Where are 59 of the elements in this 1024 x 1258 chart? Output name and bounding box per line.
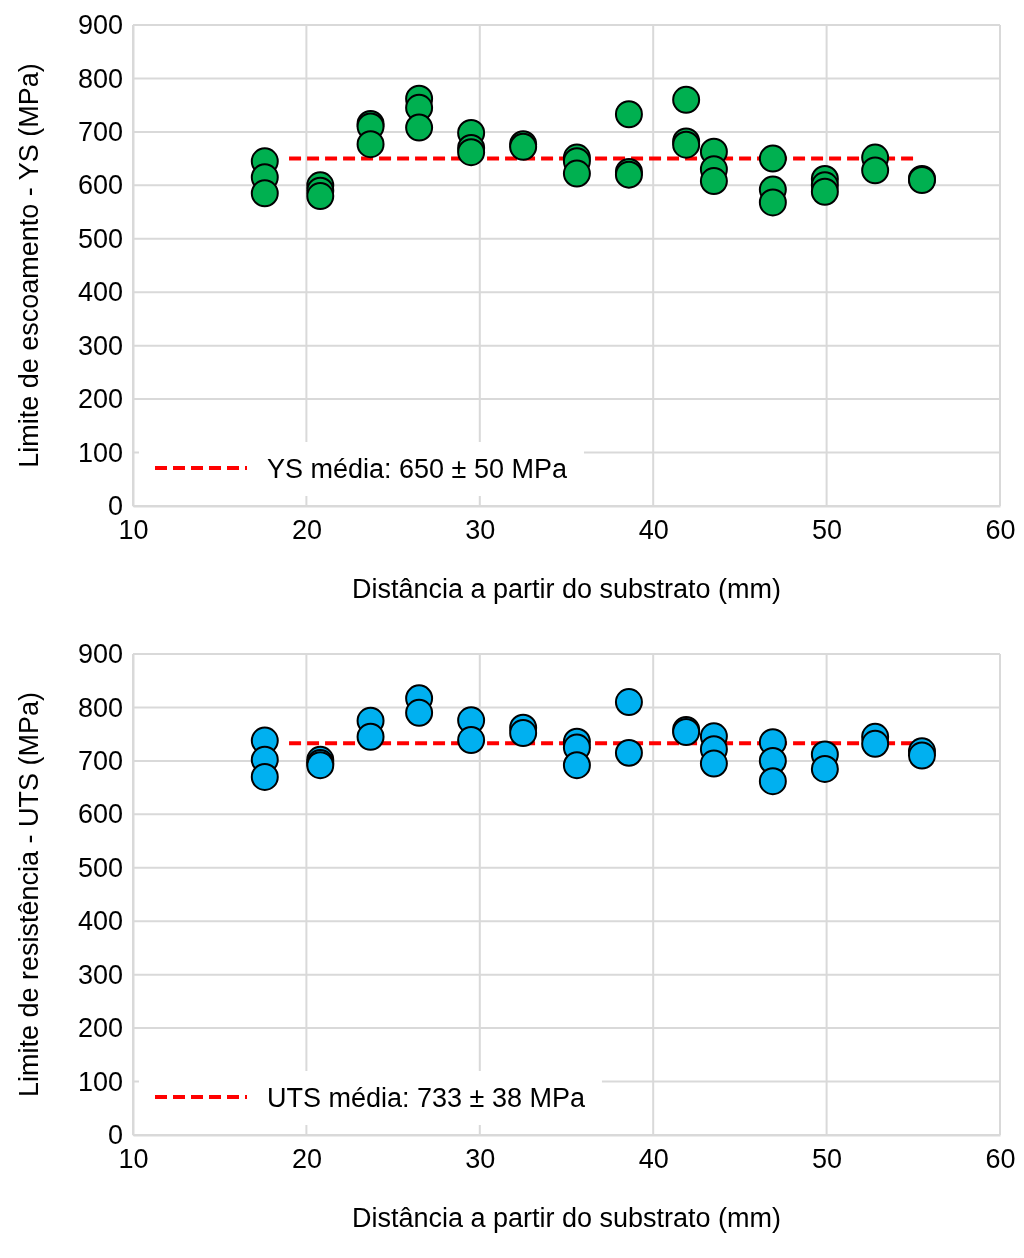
point <box>356 722 385 751</box>
x-tick-label: 30 <box>465 515 496 546</box>
x-tick-label: 40 <box>638 515 669 546</box>
point <box>457 726 486 755</box>
y-tick-label: 500 <box>77 852 123 883</box>
point <box>810 754 839 783</box>
x-tick-label: 40 <box>638 1144 669 1175</box>
point <box>405 698 434 727</box>
y-axis-title: Limite de escoamento - YS (MPa) <box>14 63 44 468</box>
point <box>810 177 839 206</box>
point <box>250 762 279 791</box>
y-tick-label: 800 <box>77 63 123 94</box>
point <box>405 113 434 142</box>
point <box>699 167 728 196</box>
legend-label: YS média: 650 ± 50 MPa <box>267 454 568 484</box>
point <box>250 179 279 208</box>
y-tick-label: 400 <box>77 906 123 937</box>
y-tick-label: 800 <box>77 692 123 723</box>
y-tick-label: 400 <box>77 277 123 308</box>
y-tick-label: 900 <box>77 639 123 670</box>
point <box>614 738 643 767</box>
point <box>699 749 728 778</box>
x-tick-label: 60 <box>985 515 1016 546</box>
point <box>758 188 787 217</box>
y-tick-label: 900 <box>77 10 123 41</box>
x-tick-label: 60 <box>985 1144 1016 1175</box>
point <box>614 100 643 129</box>
point <box>758 144 787 173</box>
point <box>614 688 643 717</box>
y-tick-label: 200 <box>77 1013 123 1044</box>
x-tick-label: 30 <box>465 1144 496 1175</box>
point <box>356 130 385 159</box>
point <box>509 719 538 748</box>
x-tick-label: 20 <box>291 515 322 546</box>
point <box>861 729 890 758</box>
legend-label: UTS média: 733 ± 38 MPa <box>267 1083 586 1113</box>
point <box>861 156 890 185</box>
point <box>457 138 486 167</box>
point <box>562 159 591 188</box>
y-tick-label: 100 <box>77 1066 123 1097</box>
point <box>562 751 591 780</box>
point <box>672 85 701 114</box>
point <box>758 767 787 796</box>
y-tick-label: 700 <box>77 117 123 148</box>
y-tick-label: 700 <box>77 746 123 777</box>
y-tick-label: 500 <box>77 223 123 254</box>
y-tick-label: 100 <box>77 437 123 468</box>
x-axis-title: Distância a partir do substrato (mm) <box>351 574 782 604</box>
y-tick-label: 600 <box>77 170 123 201</box>
x-tick-label: 50 <box>812 515 843 546</box>
x-tick-label: 50 <box>812 1144 843 1175</box>
y-tick-label: 600 <box>77 799 123 830</box>
y-tick-label: 300 <box>77 330 123 361</box>
y-tick-label: 200 <box>77 384 123 415</box>
x-axis-title: Distância a partir do substrato (mm) <box>351 1203 782 1233</box>
y-tick-label: 300 <box>77 959 123 990</box>
point <box>306 182 335 210</box>
x-tick-label: 20 <box>291 1144 322 1175</box>
y-axis-title: Limite de resistência - UTS (MPa) <box>14 691 44 1098</box>
